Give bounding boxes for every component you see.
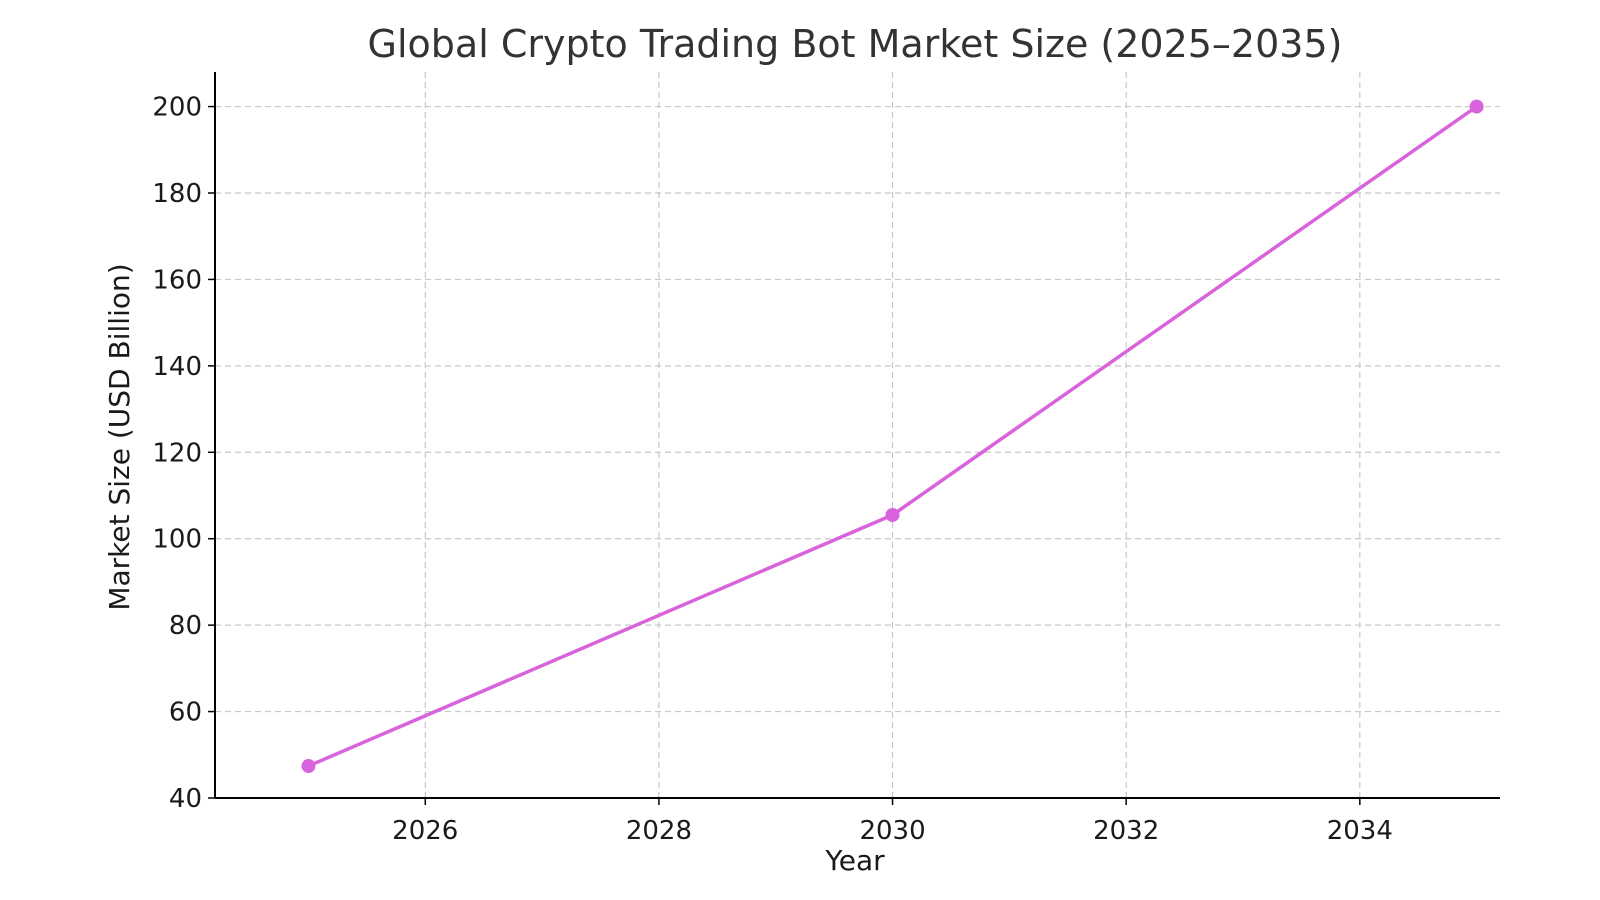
chart-title: Global Crypto Trading Bot Market Size (2… xyxy=(368,22,1343,66)
x-tick-label: 2034 xyxy=(1327,816,1393,846)
x-tick-label: 2032 xyxy=(1093,816,1159,846)
grid xyxy=(215,72,1500,798)
y-tick-label: 100 xyxy=(152,525,202,555)
x-axis-label: Year xyxy=(824,844,885,877)
series xyxy=(301,99,1484,774)
y-tick-label: 180 xyxy=(152,179,202,209)
x-tick-label: 2028 xyxy=(626,816,692,846)
y-tick-label: 80 xyxy=(169,611,202,641)
y-tick-label: 160 xyxy=(152,265,202,295)
data-point xyxy=(301,759,316,774)
y-tick-label: 120 xyxy=(152,438,202,468)
data-point xyxy=(1469,99,1484,114)
x-tick-label: 2026 xyxy=(392,816,458,846)
y-axis-label: Market Size (USD Billion) xyxy=(103,263,136,610)
axes xyxy=(214,72,1500,799)
y-tick-label: 60 xyxy=(169,698,202,728)
y-tick-label: 140 xyxy=(152,352,202,382)
x-tick-label: 2030 xyxy=(859,816,925,846)
x-axis-ticks: 2026 2028 2030 2032 2034 xyxy=(392,798,1393,846)
data-point xyxy=(885,507,900,522)
y-tick-label: 40 xyxy=(169,784,202,814)
y-tick-label: 200 xyxy=(152,93,202,123)
y-axis-ticks: 40 60 80 100 120 140 160 180 200 xyxy=(152,93,215,814)
